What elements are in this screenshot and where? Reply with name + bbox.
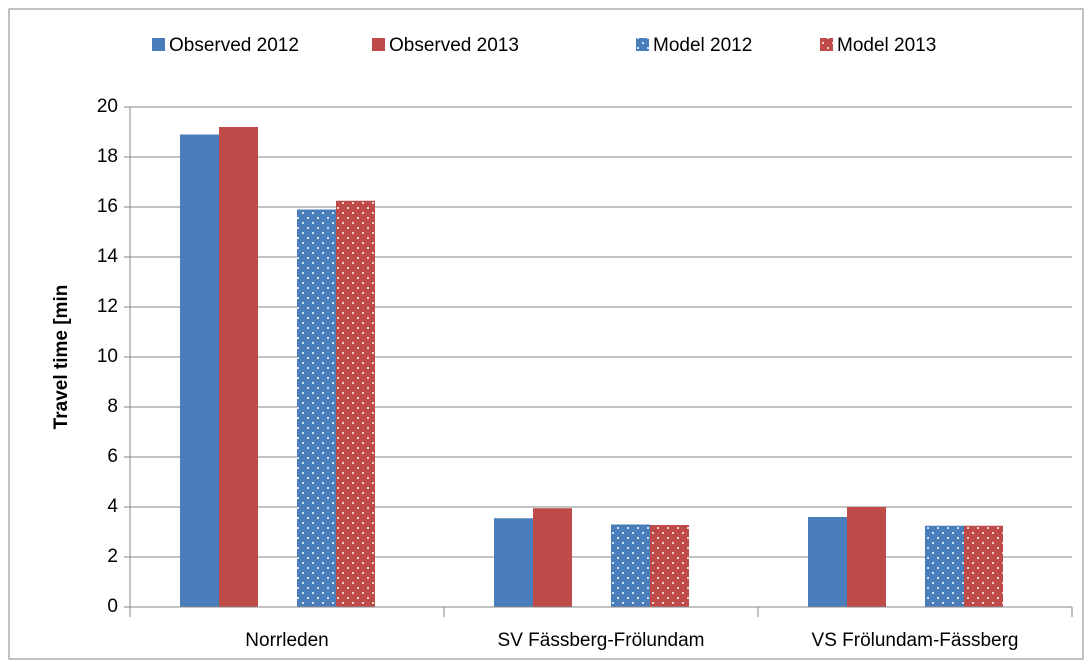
y-tick-label: 14: [97, 246, 119, 267]
x-tick-label: SV Fässberg-Frölundam: [498, 630, 705, 651]
legend-label: Observed 2012: [169, 35, 299, 56]
bar: [219, 127, 258, 607]
bar-pattern: [650, 525, 689, 607]
bar-pattern: [336, 200, 375, 607]
bar: [808, 517, 847, 607]
bar-pattern: [925, 525, 964, 607]
y-tick-label: 8: [107, 396, 118, 417]
y-axis-label: Travel time [min: [51, 285, 72, 430]
bar: [533, 508, 572, 607]
legend-label: Observed 2013: [389, 35, 519, 56]
y-tick-label: 20: [97, 96, 118, 117]
y-tick-label: 10: [97, 346, 118, 367]
y-tick-label: 16: [97, 196, 118, 217]
y-tick-label: 0: [107, 596, 118, 617]
legend-marker-pattern: [636, 38, 649, 51]
legend-marker: [372, 38, 385, 51]
x-tick-label: VS Frölundam-Fässberg: [812, 630, 1019, 651]
y-tick-label: 4: [107, 496, 118, 517]
bar: [180, 134, 219, 607]
y-tick-label: 2: [107, 546, 118, 567]
legend-label: Model 2012: [653, 35, 752, 56]
bar-pattern: [611, 524, 650, 607]
bar: [847, 507, 886, 607]
y-tick-label: 6: [107, 446, 118, 467]
x-tick-label: Norrleden: [245, 630, 328, 651]
y-tick-label: 18: [97, 146, 118, 167]
bar-pattern: [964, 525, 1003, 607]
y-tick-label: 12: [97, 296, 118, 317]
legend-marker: [152, 38, 165, 51]
legend-marker-pattern: [820, 38, 833, 51]
bar: [494, 518, 533, 607]
bar-pattern: [297, 209, 336, 607]
legend-label: Model 2013: [837, 35, 936, 56]
